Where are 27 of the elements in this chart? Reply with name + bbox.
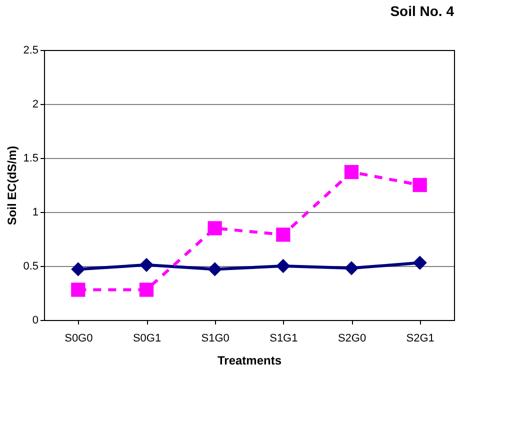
chart-title: Soil No. 4 — [390, 3, 454, 19]
point — [208, 262, 222, 276]
y-tick-label: 0 — [32, 314, 38, 326]
point — [139, 282, 154, 297]
x-tick-label: S1G1 — [270, 332, 298, 344]
point — [71, 282, 86, 297]
point — [71, 262, 86, 276]
point — [276, 228, 290, 242]
y-tick-label: 1 — [32, 206, 38, 218]
y-tick-label: 1.5 — [23, 152, 38, 164]
y-tick-label: 2.5 — [23, 44, 38, 56]
y-tick-label: 0.5 — [23, 260, 38, 272]
x-tick-label: S1G0 — [201, 332, 230, 344]
point — [344, 164, 359, 180]
x-tick-label: S0G1 — [132, 332, 162, 344]
point — [412, 178, 427, 192]
point — [276, 258, 290, 274]
point — [139, 258, 154, 272]
point — [344, 261, 359, 276]
x-tick-label: S2G1 — [406, 332, 434, 344]
y-axis-title: Soil EC(dS/m) — [5, 146, 20, 226]
x-axis-title: Treatments — [217, 354, 282, 368]
x-tick-label: S0G0 — [64, 332, 93, 344]
y-tick-label: 2 — [32, 98, 38, 110]
point — [412, 256, 427, 270]
point — [208, 221, 222, 236]
x-tick-label: S2G0 — [338, 332, 366, 344]
